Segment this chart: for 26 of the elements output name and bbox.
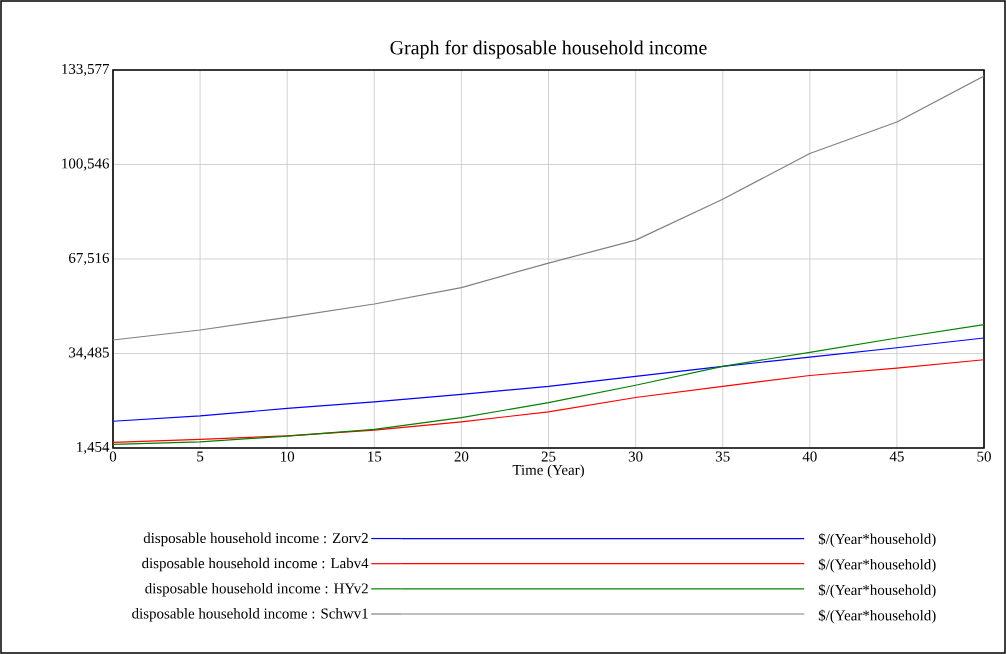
text: $/(Year*household): [818, 558, 936, 573]
legend-label: disposable household income : Schwv1: [132, 608, 368, 622]
chart-title: Graph for disposable household income: [390, 40, 707, 59]
x-tick-label: 15: [368, 451, 382, 462]
x-tick-label: 0: [109, 451, 117, 462]
x-tick-label: 10: [281, 451, 295, 462]
text: $/(Year*household): [818, 533, 936, 548]
x-tick-label: 50: [977, 451, 991, 462]
x-tick-label: 25: [541, 451, 556, 462]
x-tick-label: 35: [715, 451, 730, 462]
y-tick-label: 100,546: [62, 158, 110, 171]
legend-label: disposable household income : HYv2: [145, 582, 368, 597]
x-tick-label: 20: [454, 451, 469, 462]
legend-label: disposable household income : Labv4: [142, 557, 369, 572]
x-tick-label: 40: [802, 451, 817, 462]
text: $/(Year*household): [818, 584, 936, 599]
y-tick-label: 34,485: [69, 347, 109, 360]
legend-label: disposable household income : Zorv2: [143, 532, 368, 547]
y-tick-label: 1,454: [77, 441, 110, 455]
x-tick-label: 30: [628, 451, 643, 462]
x-axis-title: Time (Year): [512, 464, 584, 479]
y-tick-label: 133,577: [62, 63, 110, 77]
x-tick-label: 5: [197, 451, 204, 462]
y-tick-label: 67,516: [69, 252, 110, 266]
x-tick-label: 45: [889, 451, 904, 462]
text: $/(Year*household): [818, 609, 936, 624]
